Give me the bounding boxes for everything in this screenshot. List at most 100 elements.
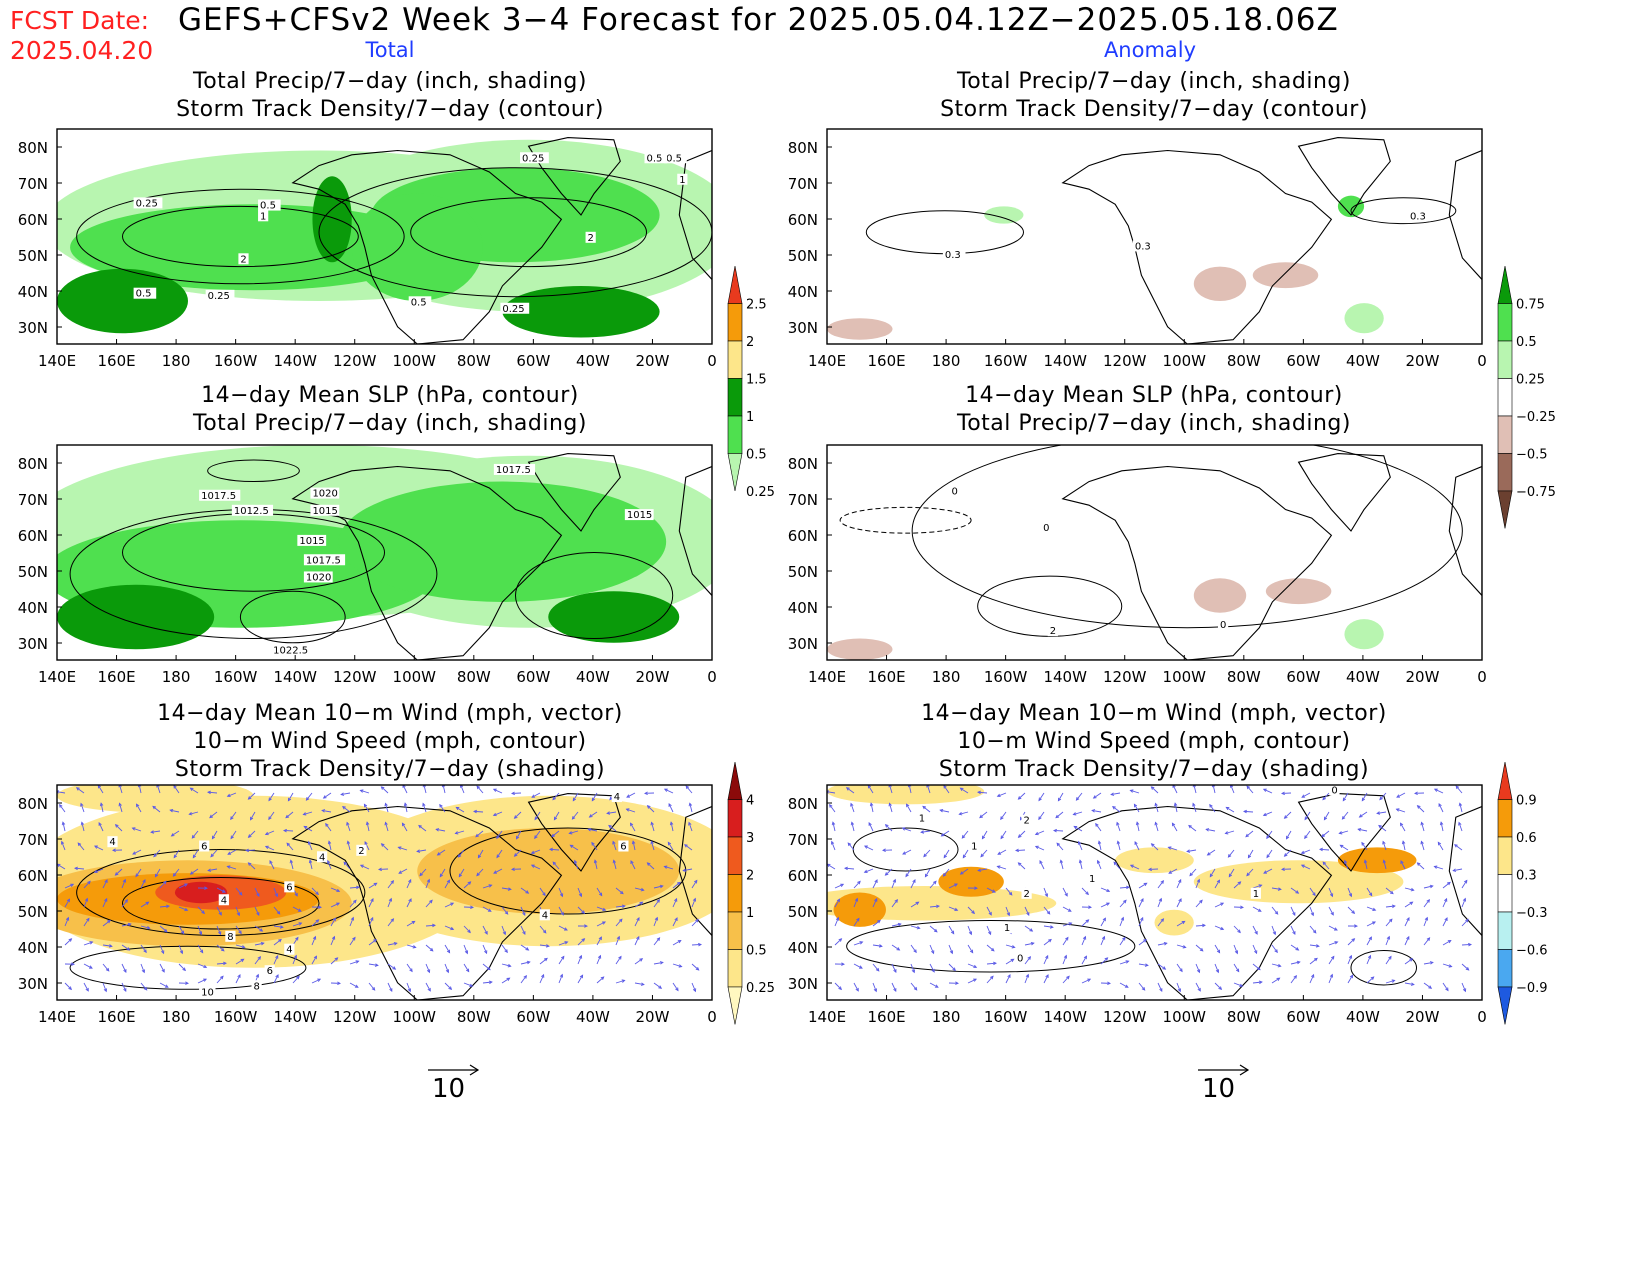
wind-vector bbox=[872, 898, 878, 908]
wind-vector bbox=[208, 868, 218, 872]
wind-vector bbox=[140, 879, 146, 889]
wind-vector bbox=[1383, 860, 1387, 870]
wind-vector-head bbox=[1167, 846, 1172, 850]
wind-vector-head bbox=[340, 792, 345, 796]
wind-vector bbox=[558, 925, 568, 931]
wind-vector bbox=[596, 976, 605, 984]
wind-vector bbox=[216, 906, 222, 916]
lon-label-140W: 140W bbox=[273, 668, 317, 686]
wind-vector-head bbox=[1083, 955, 1088, 960]
wind-vector bbox=[1271, 944, 1278, 953]
wind-vector-head bbox=[446, 949, 451, 954]
wind-vector-head bbox=[59, 804, 63, 808]
wind-vector bbox=[349, 982, 359, 988]
wind-vector-head bbox=[1262, 812, 1267, 817]
wind-vector bbox=[156, 785, 161, 794]
wind-vector bbox=[1136, 822, 1140, 832]
wind-vector-head bbox=[1107, 981, 1111, 986]
contour-label-bg-1 bbox=[133, 287, 157, 299]
wind-vector bbox=[594, 860, 598, 870]
wind-vector-head bbox=[211, 835, 216, 840]
wind-vector bbox=[552, 861, 560, 870]
wind-vector bbox=[571, 811, 579, 820]
wind-vector-head bbox=[646, 805, 651, 809]
wind-vector-head bbox=[1301, 794, 1306, 798]
wind-vector-head bbox=[1370, 976, 1375, 980]
wind-vector-head bbox=[1087, 978, 1092, 982]
wind-vector-head bbox=[674, 897, 678, 902]
contour-label-3: 0 bbox=[1220, 620, 1226, 631]
contour-label-bg-4 bbox=[225, 930, 236, 942]
wind-vector-head bbox=[359, 864, 364, 868]
wind-vector-head bbox=[484, 930, 488, 935]
wind-vector bbox=[1252, 944, 1258, 954]
colorbar-label-5: 0.25 bbox=[746, 485, 775, 500]
wind-vector bbox=[653, 961, 663, 965]
wind-vector bbox=[514, 849, 522, 857]
wind-vector-head bbox=[581, 938, 586, 942]
wind-vector bbox=[456, 806, 465, 813]
wind-vector-head bbox=[581, 910, 586, 914]
wind-vector bbox=[1053, 830, 1064, 832]
wind-vector-head bbox=[296, 975, 300, 980]
wind-vector bbox=[437, 849, 446, 856]
wind-vector-head bbox=[418, 824, 422, 829]
wind-vector bbox=[121, 899, 128, 908]
wind-vector-head bbox=[1126, 885, 1131, 890]
wind-vector-head bbox=[1292, 931, 1296, 935]
wind-vector-head bbox=[1433, 865, 1438, 869]
wind-vector bbox=[171, 830, 180, 837]
wind-vector-head bbox=[210, 853, 214, 858]
coastline-europe bbox=[1448, 805, 1482, 937]
wind-vector bbox=[653, 899, 660, 908]
wind-vector bbox=[1038, 811, 1045, 820]
wind-vector bbox=[558, 974, 563, 984]
wind-vector-head bbox=[1159, 988, 1163, 992]
wind-vector-head bbox=[105, 967, 110, 972]
wind-vector bbox=[406, 879, 412, 889]
wind-vector bbox=[929, 944, 934, 954]
wind-vector-head bbox=[496, 835, 500, 840]
wind-vector bbox=[216, 962, 227, 965]
colorbar-total-precip: 2.521.510.50.25 bbox=[727, 265, 775, 500]
wind-vector-head bbox=[612, 859, 617, 864]
contour-label-11: 0.5 bbox=[647, 153, 663, 164]
wind-vector bbox=[967, 944, 974, 953]
wind-vector-head bbox=[1455, 785, 1460, 790]
wind-vector-head bbox=[905, 803, 910, 808]
wind-vector bbox=[406, 963, 413, 972]
wind-vector-head bbox=[560, 911, 564, 916]
wind-vector bbox=[330, 957, 338, 965]
wind-vector bbox=[1417, 862, 1425, 870]
wind-vector-head bbox=[659, 884, 664, 889]
wind-vector bbox=[368, 917, 374, 927]
wind-vector-head bbox=[636, 935, 640, 940]
wind-vector bbox=[349, 937, 356, 946]
wind-vector-head bbox=[1014, 848, 1019, 853]
wind-vector-head bbox=[1034, 831, 1039, 836]
wind-vector-head bbox=[1026, 912, 1030, 917]
wind-vector-head bbox=[1229, 785, 1234, 788]
lon-label-40W: 40W bbox=[1346, 668, 1380, 686]
wind-vector-head bbox=[913, 986, 918, 991]
contour-label-bg-0 bbox=[949, 485, 960, 497]
contour-label-bg-3 bbox=[310, 504, 340, 516]
wind-vector-head bbox=[432, 923, 436, 928]
wind-vector-head bbox=[185, 981, 189, 985]
wind-vector bbox=[1290, 925, 1296, 935]
wind-vector-head bbox=[135, 803, 140, 808]
wind-vector-head bbox=[1399, 822, 1404, 827]
wind-vector bbox=[311, 978, 321, 984]
wind-vector bbox=[1271, 977, 1280, 984]
wind-vector-head bbox=[163, 880, 167, 885]
wind-vector-head bbox=[457, 854, 462, 858]
wind-vector bbox=[1073, 811, 1083, 816]
wind-vector-head bbox=[411, 920, 416, 925]
wind-vector-head bbox=[429, 899, 433, 904]
wind-vector-head bbox=[639, 958, 644, 962]
wind-vector-head bbox=[961, 834, 966, 839]
wind-vector-head bbox=[422, 802, 426, 807]
wind-vector bbox=[1461, 944, 1472, 946]
lon-label-120W: 120W bbox=[333, 668, 377, 686]
